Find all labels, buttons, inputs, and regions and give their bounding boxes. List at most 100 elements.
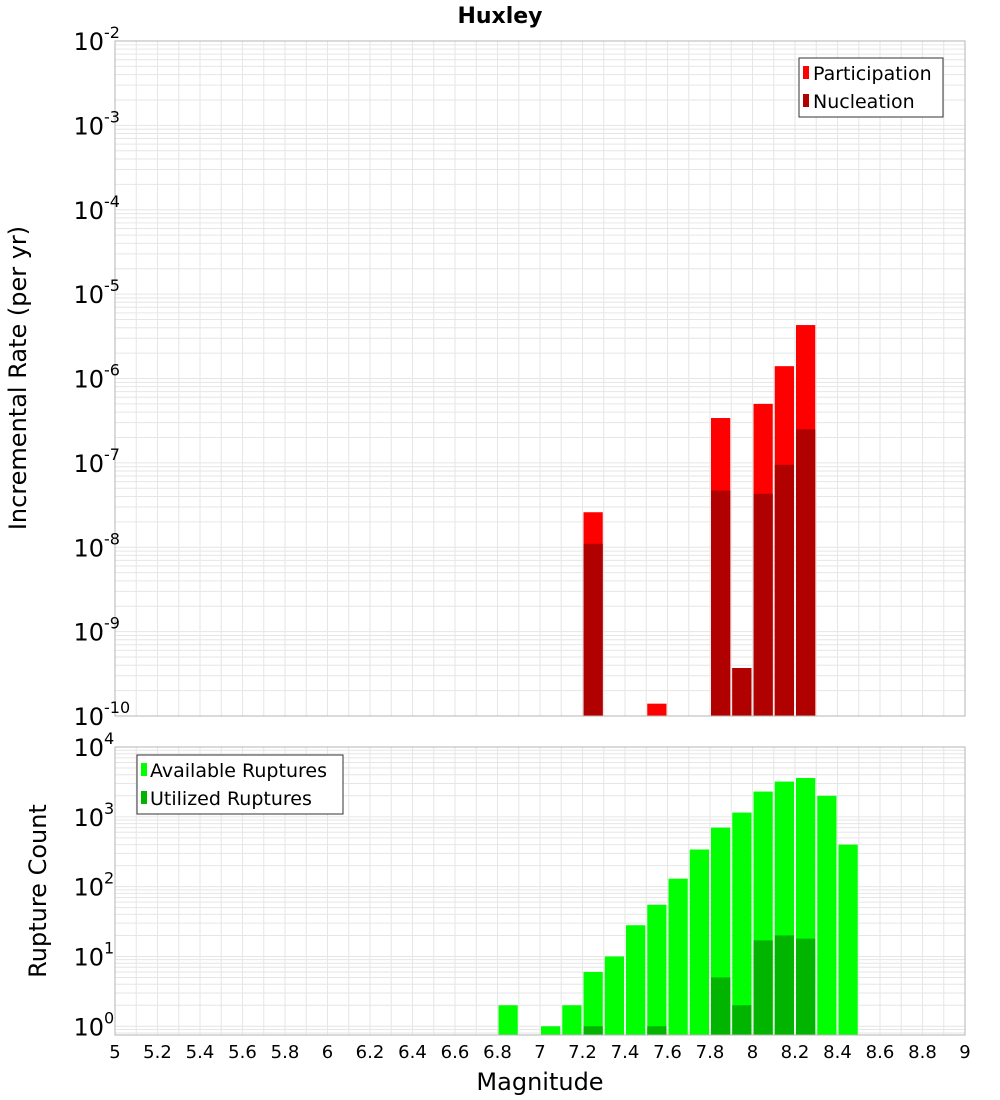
count-bar-available-ruptures xyxy=(668,878,688,1035)
rate-y-tick-base: 10 xyxy=(73,281,104,309)
utilized-legend-label: Utilized Ruptures xyxy=(150,788,312,810)
x-tick-label: 8 xyxy=(747,1042,758,1063)
x-tick-label: 7.8 xyxy=(696,1042,725,1063)
count-bar-available-ruptures xyxy=(562,1005,582,1035)
count-y-tick-label: 10 3 xyxy=(73,799,114,832)
count-bar-available-ruptures xyxy=(838,844,858,1035)
x-tick-label: 8.8 xyxy=(908,1042,937,1063)
rate-bar-nucleation xyxy=(732,668,752,716)
rate-y-tick-exponent: -8 xyxy=(104,529,120,548)
rate-y-tick-label: 10 -2 xyxy=(73,23,120,56)
x-axis-label: Magnitude xyxy=(476,1068,603,1096)
rate-y-tick-exponent: -3 xyxy=(104,107,120,126)
participation-legend-label: Participation xyxy=(813,63,932,85)
nucleation-legend-label: Nucleation xyxy=(813,91,915,113)
nucleation-legend-swatch xyxy=(803,94,809,107)
rate-y-tick-label: 10 -4 xyxy=(73,192,120,225)
x-tick-label: 6.4 xyxy=(398,1042,427,1063)
rate-legend: Participation Nucleation xyxy=(798,57,944,118)
rate-y-tick-exponent: -7 xyxy=(104,445,120,464)
rate-y-tick-label: 10 -3 xyxy=(73,107,120,140)
x-tick-label: 7.2 xyxy=(568,1042,597,1063)
x-tick-label: 6.6 xyxy=(441,1042,470,1063)
count-bar-utilized-ruptures xyxy=(796,938,816,1035)
count-y-tick-base: 10 xyxy=(73,1013,104,1041)
rate-bars xyxy=(583,325,816,716)
rate-y-tick-exponent: -10 xyxy=(104,698,130,717)
rate-y-tick-label: 10 -10 xyxy=(73,698,130,731)
rate-y-tick-label: 10 -9 xyxy=(73,614,120,647)
count-bar-utilized-ruptures xyxy=(774,935,794,1035)
rate-bar-nucleation xyxy=(796,429,816,716)
rate-bar-nucleation xyxy=(711,490,731,716)
count-plot-frame xyxy=(114,746,966,1036)
count-y-tick-base: 10 xyxy=(73,874,104,902)
available-legend-swatch xyxy=(141,763,147,776)
rate-y-tick-base: 10 xyxy=(73,703,104,731)
rate-y-tick-base: 10 xyxy=(73,28,104,56)
count-bar-utilized-ruptures xyxy=(583,1026,603,1035)
x-tick-label: 8.4 xyxy=(823,1042,852,1063)
count-bar-available-ruptures xyxy=(541,1026,561,1035)
count-legend-box xyxy=(136,754,344,815)
rate-y-tick-exponent: -6 xyxy=(104,361,120,380)
rate-y-tick-label: 10 -5 xyxy=(73,276,120,309)
count-y-tick-base: 10 xyxy=(73,943,104,971)
magnitude-x-ticks: 5 5.2 5.4 5.6 5.8 6 6.2 6.4 6.6 6.8 7 7.2 7.4 7.6 7.8 8… xyxy=(109,1042,970,1063)
count-y-tick-exponent: 3 xyxy=(104,799,114,818)
rate-y-tick-label: 10 -6 xyxy=(73,361,120,394)
count-bar-available-ruptures xyxy=(583,971,603,1035)
count-y-tick-base: 10 xyxy=(73,734,104,762)
count-y-tick-label: 10 1 xyxy=(73,938,114,971)
rate-bar-nucleation xyxy=(753,493,773,716)
count-y-tick-label: 10 0 xyxy=(73,1008,114,1041)
rate-bar-nucleation xyxy=(774,464,794,716)
x-tick-label: 6 xyxy=(322,1042,333,1063)
rate-y-tick-label: 10 -7 xyxy=(73,445,120,478)
rate-y-axis-label: Incremental Rate (per yr) xyxy=(4,226,32,530)
count-y-tick-exponent: 1 xyxy=(104,938,114,957)
utilized-legend-swatch xyxy=(141,791,147,804)
x-tick-label: 5 xyxy=(109,1042,120,1063)
chart-title: Huxley xyxy=(457,4,542,29)
x-tick-label: 7.6 xyxy=(653,1042,682,1063)
count-bar-utilized-ruptures xyxy=(711,977,731,1035)
rate-legend-box xyxy=(798,57,944,118)
count-bars xyxy=(498,777,858,1035)
x-tick-label: 5.4 xyxy=(186,1042,215,1063)
x-tick-label: 7.4 xyxy=(611,1042,640,1063)
count-legend: Available Ruptures Utilized Ruptures xyxy=(136,754,344,815)
count-bar-utilized-ruptures xyxy=(732,1005,752,1035)
x-tick-label: 5.8 xyxy=(271,1042,300,1063)
rate-y-tick-base: 10 xyxy=(73,197,104,225)
count-bar-available-ruptures xyxy=(626,925,646,1035)
count-y-tick-base: 10 xyxy=(73,804,104,832)
x-tick-label: 6.2 xyxy=(356,1042,385,1063)
rate-bar-participation xyxy=(647,703,667,716)
count-bar-available-ruptures xyxy=(604,956,624,1035)
count-y-tick-exponent: 2 xyxy=(104,869,114,888)
rate-bar-nucleation xyxy=(583,543,603,716)
count-bar-available-ruptures xyxy=(498,1005,518,1035)
rate-plot-frame xyxy=(114,40,966,717)
count-bar-available-ruptures xyxy=(689,849,709,1035)
count-y-tick-label: 10 4 xyxy=(73,729,114,762)
rate-y-tick-base: 10 xyxy=(73,366,104,394)
x-tick-label: 9 xyxy=(959,1042,970,1063)
rate-y-tick-label: 10 -8 xyxy=(73,529,120,562)
x-tick-label: 5.2 xyxy=(143,1042,172,1063)
available-legend-label: Available Ruptures xyxy=(150,760,327,782)
rate-y-tick-base: 10 xyxy=(73,534,104,562)
rate-y-tick-base: 10 xyxy=(73,619,104,647)
count-bar-available-ruptures xyxy=(817,795,837,1035)
x-tick-label: 5.6 xyxy=(228,1042,257,1063)
x-tick-label: 8.6 xyxy=(866,1042,895,1063)
rate-y-tick-exponent: -5 xyxy=(104,276,120,295)
count-y-tick-exponent: 0 xyxy=(104,1008,114,1027)
count-bar-utilized-ruptures xyxy=(647,1026,667,1035)
